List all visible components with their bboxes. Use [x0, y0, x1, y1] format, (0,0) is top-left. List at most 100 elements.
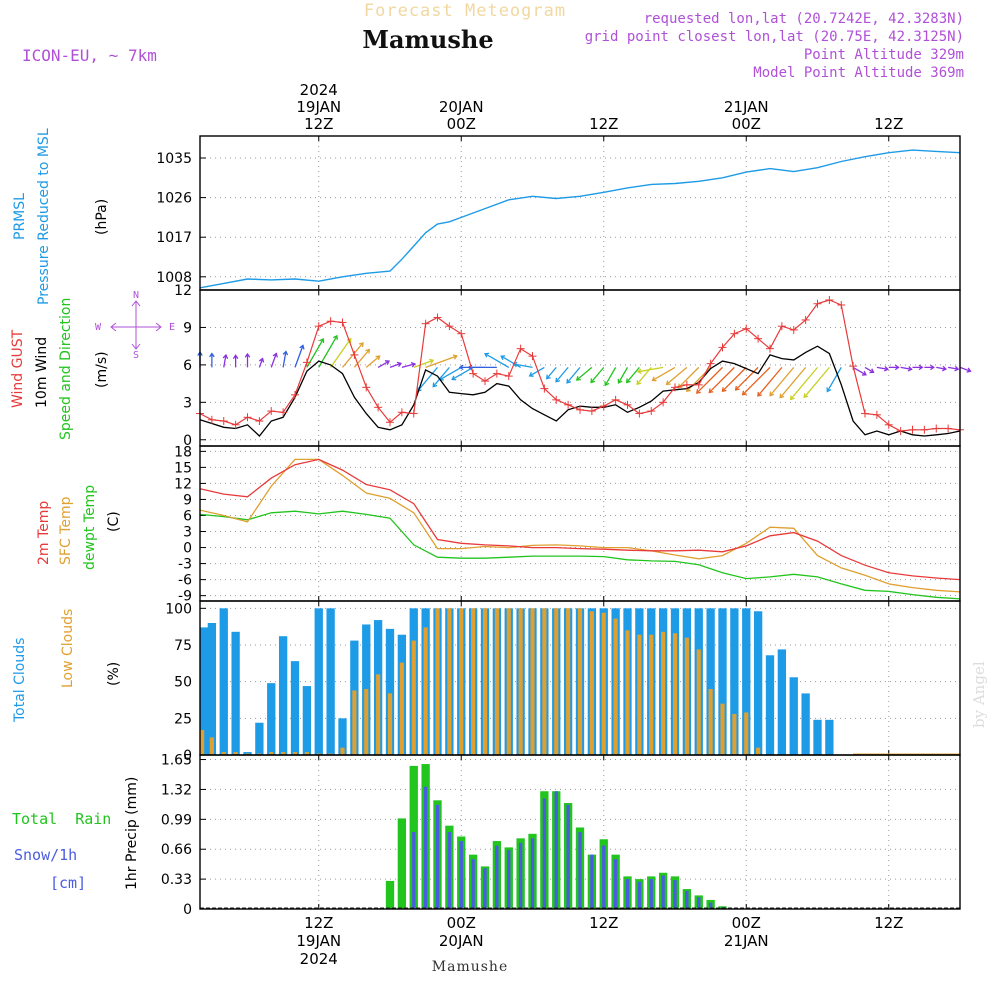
low-cloud-bar: [554, 608, 559, 755]
y-tick-label: 12: [174, 283, 192, 299]
compass-arrows-icon: [110, 300, 162, 350]
temperature-labels: 2m Temp SFC Temp dewpt Temp (C): [36, 485, 122, 570]
y-tick-label: 0: [183, 902, 192, 918]
total-cloud-bar: [801, 693, 810, 755]
gust-marker: [564, 400, 573, 409]
low-cloud-bar: [364, 689, 369, 755]
wind-arrow: [948, 365, 960, 372]
gust-marker: [231, 420, 240, 429]
total-cloud-bar: [385, 628, 395, 755]
gust-marker: [706, 359, 715, 368]
wind-arrow: [546, 366, 557, 380]
pressure-line: [199, 149, 961, 289]
wind-arrow: [294, 344, 305, 368]
gust-marker: [872, 410, 881, 419]
y-tick-label: 6: [183, 508, 192, 524]
wind-arrow: [888, 364, 900, 371]
top-time-label: 2024: [300, 81, 338, 99]
gust-marker: [682, 380, 691, 389]
gust-marker: [908, 425, 917, 434]
bottom-time-label: 20JAN: [439, 932, 484, 950]
gust-marker: [504, 372, 513, 381]
y-tick-label: 12: [174, 476, 192, 492]
wind-arrow: [852, 366, 867, 376]
low-cloud-bar: [613, 618, 618, 755]
total-cloud-bar: [231, 631, 240, 755]
precip-frame: [199, 754, 961, 910]
rain-bar: [385, 880, 395, 909]
wind-arrow: [779, 366, 807, 399]
wind-arrow: [604, 367, 617, 387]
wind-arrow: [757, 366, 783, 397]
total-cloud-bar: [326, 608, 335, 755]
low-cloud-bar: [269, 752, 274, 755]
wind-arrow: [467, 364, 497, 371]
total-cloud-bar: [278, 636, 288, 755]
wind-arrow: [425, 354, 458, 368]
bottom-time-label: 2024: [300, 950, 338, 968]
y-tick-label: -3: [178, 557, 192, 573]
gust-marker: [694, 380, 703, 389]
gust-marker: [469, 369, 478, 378]
y-tick-label: 3: [183, 525, 192, 541]
low-cloud-bar: [209, 737, 214, 755]
snow-bar: [708, 902, 713, 909]
snow-bar: [697, 897, 701, 909]
compass-e: E: [169, 322, 175, 333]
header: Forecast Meteogram Mamushe ICON-EU, ~ 7k…: [22, 1, 964, 81]
total-cloud-bar: [338, 718, 347, 755]
wind-arrow: [651, 366, 676, 382]
total-cloud-bar: [314, 608, 323, 755]
y-tick-label: 1008: [156, 270, 192, 286]
low-cloud-bar: [696, 649, 701, 755]
gust-marker: [730, 329, 739, 338]
total-cloud-bar: [207, 623, 217, 755]
watermark: by Angel: [970, 661, 988, 728]
gust-marker: [291, 390, 299, 399]
bottom-time-label: 12Z: [304, 914, 333, 932]
gust-marker: [326, 317, 335, 326]
gust-marker: [659, 398, 668, 407]
gust-marker: [540, 384, 549, 393]
top-time-label: 21JAN: [724, 98, 769, 116]
gust-marker: [884, 420, 893, 429]
pressure-label-prmsl: PRMSL: [12, 193, 28, 240]
top-time-label: 00Z: [732, 115, 761, 133]
snow-bar: [542, 798, 547, 909]
total-cloud-bar: [789, 677, 798, 755]
low-cloud-bar: [708, 689, 713, 755]
pressure-frame: [199, 135, 961, 291]
snow-bar: [483, 868, 487, 909]
compass-w: W: [95, 322, 102, 333]
gust-marker: [576, 405, 584, 414]
top-time-labels: 202419JAN12Z20JAN00Z12Z21JAN00Z12Z22JAN0…: [296, 81, 903, 133]
low-cloud-bar: [672, 633, 678, 755]
wind-arrow: [484, 352, 510, 368]
bottom-time-label: 21JAN: [724, 932, 769, 950]
clouds-label-low: Low Clouds: [60, 609, 76, 688]
gust-marker: [397, 408, 406, 417]
wind-arrow: [282, 350, 289, 368]
gust-marker: [825, 295, 834, 304]
wind-arrow: [625, 366, 640, 384]
wind-arrow: [566, 366, 581, 384]
snow-bar: [423, 786, 428, 909]
low-cloud-bar: [566, 608, 571, 755]
total-cloud-bar: [742, 608, 751, 755]
temp-label-sfc: SFC Temp: [58, 496, 74, 565]
low-cloud-bar: [661, 631, 666, 755]
low-cloud-bar: [399, 662, 404, 755]
wind-arrow: [222, 353, 229, 368]
low-cloud-bar: [494, 608, 499, 755]
y-tick-label: 75: [174, 638, 192, 654]
total-cloud-bar: [219, 608, 228, 755]
pressure-label-unit: (hPa): [94, 199, 110, 235]
gust-marker: [623, 400, 632, 409]
low-cloud-bar: [684, 637, 689, 755]
wind-arrow: [270, 352, 278, 368]
y-tick-label: -6: [178, 573, 192, 589]
y-tick-label: -9: [178, 589, 192, 605]
low-cloud-bar: [200, 730, 205, 755]
wind-label-10m: 10m Wind: [34, 337, 50, 408]
total-cloud-bar: [765, 655, 775, 755]
